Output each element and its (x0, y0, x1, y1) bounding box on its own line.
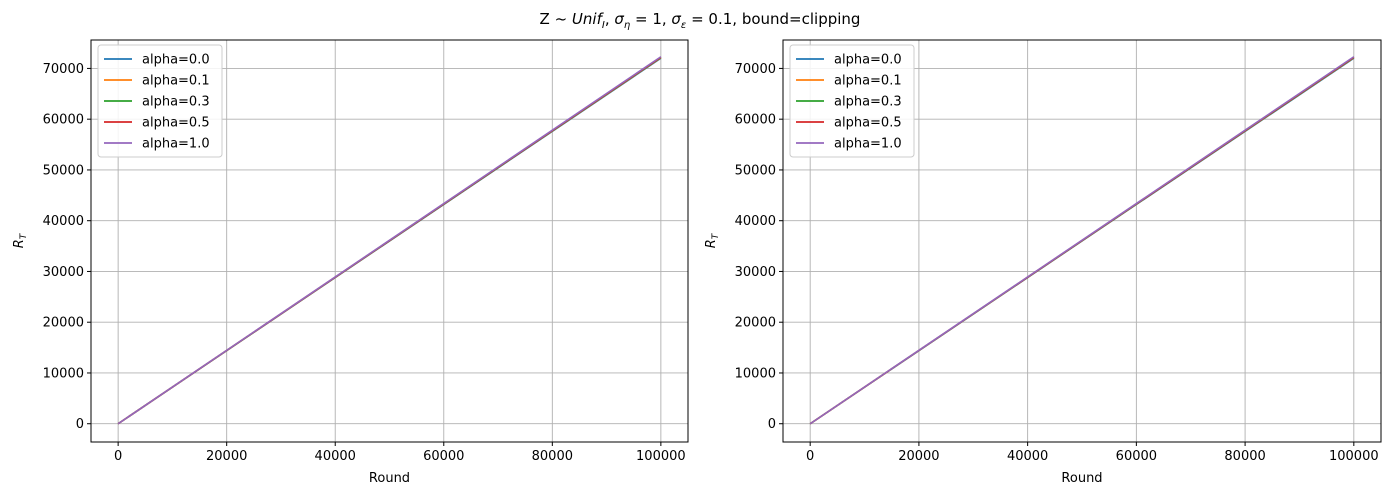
legend-label: alpha=0.5 (142, 116, 210, 131)
title-unif-sub: I (602, 20, 605, 31)
y-axis-label-main: R (704, 239, 719, 248)
x-tick-label: 80000 (532, 449, 573, 464)
title-unif: Unif (572, 10, 605, 28)
title-eq2: = 0.1, bound=clipping (686, 10, 860, 28)
y-tick-label: 40000 (735, 214, 776, 229)
legend-label: alpha=0.1 (142, 74, 210, 89)
y-axis-label-sub: T (19, 232, 29, 239)
legend-label: alpha=0.1 (834, 74, 902, 89)
x-axis-label: Round (1061, 471, 1102, 486)
legend-label: alpha=0.0 (142, 53, 210, 68)
y-tick-label: 10000 (43, 366, 84, 381)
y-tick-label: 40000 (43, 214, 84, 229)
y-tick-label: 70000 (735, 62, 776, 77)
x-tick-label: 0 (806, 449, 814, 464)
y-axis-label-sub: T (711, 232, 721, 239)
x-axis-label: Round (369, 471, 410, 486)
series-line-alpha-1-0 (809, 56, 1355, 425)
title-eps-sub: ε (681, 20, 687, 31)
x-tick-label: 80000 (1224, 449, 1265, 464)
chart-right: 0 20000 40000 60000 80000 100000 0 10000 20000 30… (704, 39, 1382, 486)
y-tick-label: 60000 (43, 113, 84, 128)
legend-label: alpha=0.3 (142, 95, 210, 110)
y-tick-label: 20000 (43, 316, 84, 331)
title-prefix: Z ~ (540, 10, 572, 28)
y-axis-label: RT (704, 232, 721, 248)
y-tick-label: 30000 (735, 265, 776, 280)
y-tick-label: 10000 (735, 366, 776, 381)
legend-label: alpha=1.0 (834, 137, 902, 152)
title-sigma-eta: σ (614, 10, 624, 28)
x-tick-label: 40000 (1007, 449, 1048, 464)
x-tick-label: 100000 (636, 449, 686, 464)
y-axis-label: RT (12, 232, 29, 248)
x-tick-label: 20000 (206, 449, 247, 464)
chart-left: 0 20000 40000 60000 80000 100000 0 10000 20000 30… (12, 39, 689, 486)
y-tick-label: 70000 (43, 62, 84, 77)
y-tick-label: 50000 (43, 163, 84, 178)
y-tick-label: 60000 (735, 113, 776, 128)
x-tick-label: 40000 (315, 449, 356, 464)
y-tick-label: 50000 (735, 163, 776, 178)
axes-frame (90, 39, 689, 443)
legend-label: alpha=0.3 (834, 95, 902, 110)
x-tick-label: 20000 (898, 449, 939, 464)
axes-frame (782, 39, 1382, 443)
x-tick-label: 60000 (423, 449, 464, 464)
x-tick-label: 100000 (1329, 449, 1379, 464)
title-sigma-eps: σ (671, 10, 681, 28)
legend-box (789, 44, 915, 158)
y-tick-label: 0 (76, 417, 84, 432)
y-tick-label: 30000 (43, 265, 84, 280)
figure-title: Z ~ UnifI, ση = 1, σε = 0.1, bound=clipp… (540, 10, 861, 31)
legend-label: alpha=0.5 (834, 116, 902, 131)
legend-label: alpha=0.0 (834, 53, 902, 68)
y-tick-label: 20000 (735, 316, 776, 331)
title-eq1: = 1, (630, 10, 671, 28)
series-line-alpha-1-0 (117, 56, 662, 425)
legend-label: alpha=1.0 (142, 137, 210, 152)
y-axis-label-main: R (12, 239, 27, 248)
title-sep1: , (605, 10, 615, 28)
title-eta-sub: η (624, 20, 630, 31)
x-tick-label: 0 (114, 449, 122, 464)
y-tick-label: 0 (768, 417, 776, 432)
x-tick-label: 60000 (1116, 449, 1157, 464)
legend-box (97, 44, 223, 158)
